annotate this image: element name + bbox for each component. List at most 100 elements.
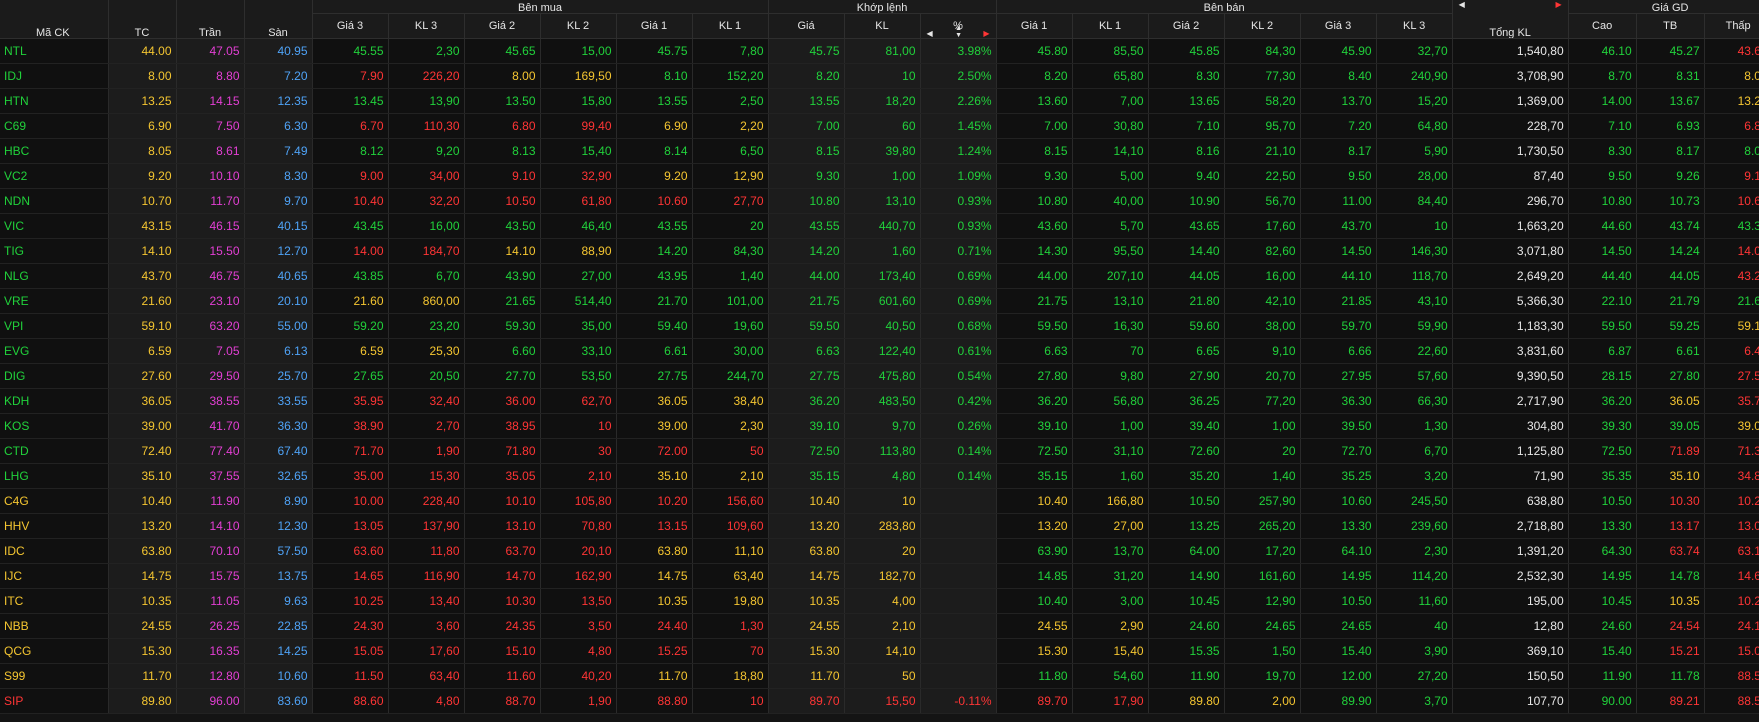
table-row[interactable]: SIP 89.80 96.00 83.60 88.60 4,80 88.70 1,90 88.8… [0,688,1759,714]
header-ref[interactable]: TC [108,0,177,39]
header-avg[interactable]: TB [1636,13,1705,39]
cell-symbol[interactable]: SIP [0,688,109,714]
cell-match-pct: 3.98% [920,38,997,64]
cell-sell-vol-1: 207,10 [1072,263,1149,289]
header-sell-price-1[interactable]: Giá 1 [996,13,1073,39]
header-high[interactable]: Cao [1568,13,1637,39]
table-row[interactable]: QCG 15.30 16.35 14.25 15.05 17,60 15.10 4,80 15.… [0,638,1759,664]
cell-sell-vol-2: 24.65 [1224,613,1301,639]
header-sell-vol-3[interactable]: KL 3 [1376,13,1453,39]
table-row[interactable]: VC2 9.20 10.10 8.30 9.00 34,00 9.10 32,90 9.20 12… [0,163,1759,189]
table-row[interactable]: NDN 10.70 11.70 9.70 10.40 32,20 10.50 61,80 10.… [0,188,1759,214]
header-buy-vol-3[interactable]: KL 3 [388,13,465,39]
table-row[interactable]: C69 6.90 7.50 6.30 6.70 110,30 6.80 99,40 6.90 2,… [0,113,1759,139]
cell-symbol[interactable]: HBC [0,138,109,164]
cell-symbol[interactable]: QCG [0,638,109,664]
sort-arrows-icon[interactable]: ▲ ▼ [955,25,963,39]
cell-avg: 6.93 [1636,113,1705,139]
table-row[interactable]: NLG 43.70 46.75 40.65 43.85 6,70 43.90 27,00 43.… [0,263,1759,289]
cell-symbol[interactable]: EVG [0,338,109,364]
triangle-right-icon[interactable]: ▶ [983,29,990,38]
cell-sell-price-1: 44.00 [996,263,1073,289]
table-row[interactable]: C4G 10.40 11.90 8.90 10.00 228,40 10.10 105,80 1… [0,488,1759,514]
header-ceil[interactable]: Trần [176,0,245,39]
cell-symbol[interactable]: ITC [0,588,109,614]
cell-symbol[interactable]: LHG [0,463,109,489]
header-sell-price-3[interactable]: Giá 3 [1300,13,1377,39]
cell-symbol[interactable]: NLG [0,263,109,289]
header-sell-price-2[interactable]: Giá 2 [1148,13,1225,39]
cell-avg: 14.24 [1636,238,1705,264]
header-buy-price-3[interactable]: Giá 3 [312,13,389,39]
cell-symbol[interactable]: TIG [0,238,109,264]
cell-buy-price-3: 24.30 [312,613,389,639]
cell-symbol[interactable]: VRE [0,288,109,314]
cell-symbol[interactable]: DIG [0,363,109,389]
header-buy-price-2[interactable]: Giá 2 [464,13,541,39]
table-row[interactable]: IDJ 8.00 8.80 7.20 7.90 226,20 8.00 169,50 8.10 1… [0,63,1759,89]
header-symbol[interactable]: Mã CK [0,0,109,39]
table-row[interactable]: HBC 8.05 8.61 7.49 8.12 9,20 8.13 15,40 8.14 6,50… [0,138,1759,164]
cell-symbol[interactable]: C69 [0,113,109,139]
cell-symbol[interactable]: HTN [0,88,109,114]
cell-sell-price-1: 10.40 [996,588,1073,614]
cell-symbol[interactable]: VIC [0,213,109,239]
header-match-price[interactable]: Giá [768,13,845,39]
triangle-left-icon[interactable]: ◀ [926,29,933,38]
table-row[interactable]: LHG 35.10 37.55 32.65 35.00 15,30 35.05 2,10 35.… [0,463,1759,489]
header-match-vol[interactable]: KL [844,13,921,39]
cell-symbol[interactable]: NTL [0,38,109,64]
cell-low: 88.50 [1704,663,1759,689]
table-row[interactable]: S99 11.70 12.80 10.60 11.50 63,40 11.60 40,20 11… [0,663,1759,689]
header-match-pct[interactable]: ◀ % ▲ ▼ ▶ [920,13,997,39]
cell-buy-price-2: 9.10 [464,163,541,189]
header-total[interactable]: ◀ Tổng KL ▶ [1452,0,1569,39]
cell-symbol[interactable]: KOS [0,413,109,439]
table-row[interactable]: VRE 21.60 23.10 20.10 21.60 860,00 21.65 514,40… [0,288,1759,314]
cell-symbol[interactable]: IJC [0,563,109,589]
cell-ref: 10.40 [108,488,177,514]
cell-symbol[interactable]: S99 [0,663,109,689]
cell-symbol[interactable]: NDN [0,188,109,214]
cell-buy-vol-3: 110,30 [388,113,465,139]
table-row[interactable]: KOS 39.00 41.70 36.30 38.90 2,70 38.95 10 39.00 2… [0,413,1759,439]
table-row[interactable]: CTD 72.40 77.40 67.40 71.70 1,90 71.80 30 72.00 5… [0,438,1759,464]
cell-symbol[interactable]: HHV [0,513,109,539]
cell-symbol[interactable]: VC2 [0,163,109,189]
table-row[interactable]: EVG 6.59 7.05 6.13 6.59 25,30 6.60 33,10 6.61 30,… [0,338,1759,364]
table-row[interactable]: TIG 14.10 15.50 12.70 14.00 184,70 14.10 88,90 1… [0,238,1759,264]
table-row[interactable]: NBB 24.55 26.25 22.85 24.30 3,60 24.35 3,50 24.4… [0,613,1759,639]
cell-symbol[interactable]: CTD [0,438,109,464]
header-buy-price-1[interactable]: Giá 1 [616,13,693,39]
cell-symbol[interactable]: C4G [0,488,109,514]
header-sell-vol-1[interactable]: KL 1 [1072,13,1149,39]
cell-match-vol: 50 [844,663,921,689]
table-row[interactable]: HHV 13.20 14.10 12.30 13.05 137,90 13.10 70,80 1… [0,513,1759,539]
header-floor[interactable]: Sàn [244,0,313,39]
cell-symbol[interactable]: IDJ [0,63,109,89]
cell-symbol[interactable]: KDH [0,388,109,414]
cell-symbol[interactable]: IDC [0,538,109,564]
cell-match-pct [920,563,997,589]
cell-sell-price-2: 9.40 [1148,163,1225,189]
table-row[interactable]: VPI 59.10 63.20 55.00 59.20 23,20 59.30 35,00 59… [0,313,1759,339]
table-row[interactable]: KDH 36.05 38.55 33.55 35.95 32,40 36.00 62,70 36… [0,388,1759,414]
cell-avg: 44.05 [1636,263,1705,289]
header-low[interactable]: Thấp [1704,13,1759,39]
triangle-left-icon[interactable]: ◀ [1458,0,1465,9]
table-row[interactable]: VIC 43.15 46.15 40.15 43.45 16,00 43.50 46,40 43… [0,213,1759,239]
header-sell-vol-2[interactable]: KL 2 [1224,13,1301,39]
triangle-right-icon[interactable]: ▶ [1555,0,1562,9]
header-buy-vol-2[interactable]: KL 2 [540,13,617,39]
cell-high: 8.30 [1568,138,1637,164]
header-buy-vol-1[interactable]: KL 1 [692,13,769,39]
table-row[interactable]: NTL 44.00 47.05 40.95 45.55 2,30 45.65 15,00 45.… [0,38,1759,64]
cell-symbol[interactable]: NBB [0,613,109,639]
table-row[interactable]: DIG 27.60 29.50 25.70 27.65 20,50 27.70 53,50 27… [0,363,1759,389]
cell-symbol[interactable]: VPI [0,313,109,339]
table-row[interactable]: ITC 10.35 11.05 9.63 10.25 13,40 10.30 13,50 10.… [0,588,1759,614]
cell-buy-price-3: 45.55 [312,38,389,64]
table-row[interactable]: IDC 63.80 70.10 57.50 63.60 11,80 63.70 20,10 63… [0,538,1759,564]
table-row[interactable]: IJC 14.75 15.75 13.75 14.65 116,90 14.70 162,90… [0,563,1759,589]
table-row[interactable]: HTN 13.25 14.15 12.35 13.45 13,90 13.50 15,80 13… [0,88,1759,114]
